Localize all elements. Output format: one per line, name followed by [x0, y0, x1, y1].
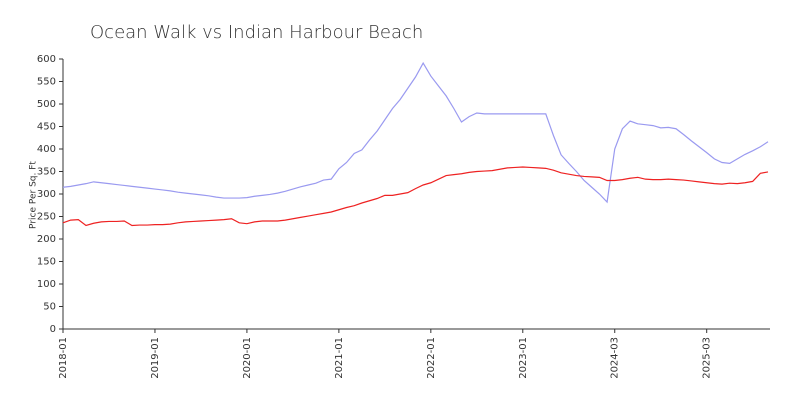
- y-axis-label: Price Per Sq. Ft: [29, 161, 39, 229]
- y-tick-label: 400: [37, 144, 56, 155]
- x-tick-label: 2023-01: [518, 337, 529, 379]
- x-tick-label: 2020-01: [242, 337, 253, 379]
- y-tick-label: 0: [50, 324, 56, 335]
- y-tick-label: 350: [37, 167, 56, 178]
- x-tick-label: 2022-01: [426, 337, 437, 379]
- y-tick-label: 200: [37, 234, 56, 245]
- x-tick-label: 2025-03: [702, 337, 713, 379]
- y-tick-label: 600: [37, 54, 56, 65]
- y-tick-label: 550: [37, 77, 56, 88]
- y-tick-label: 500: [37, 99, 56, 110]
- y-tick-label: 100: [37, 279, 56, 290]
- y-tick-label: 250: [37, 212, 56, 223]
- y-tick-label: 450: [37, 122, 56, 133]
- series-line: [62, 61, 769, 204]
- x-tick-label: 2021-01: [334, 337, 345, 379]
- y-tick-label: 50: [43, 302, 56, 313]
- chart-title: Ocean Walk vs Indian Harbour Beach: [90, 22, 423, 43]
- y-tick-label: 150: [37, 257, 56, 268]
- y-tick-label: 300: [37, 189, 56, 200]
- x-tick-label: 2019-01: [150, 337, 161, 379]
- series-line: [62, 166, 769, 227]
- x-tick-label: 2024-03: [610, 337, 621, 379]
- x-tick-label: 2018-01: [58, 337, 69, 379]
